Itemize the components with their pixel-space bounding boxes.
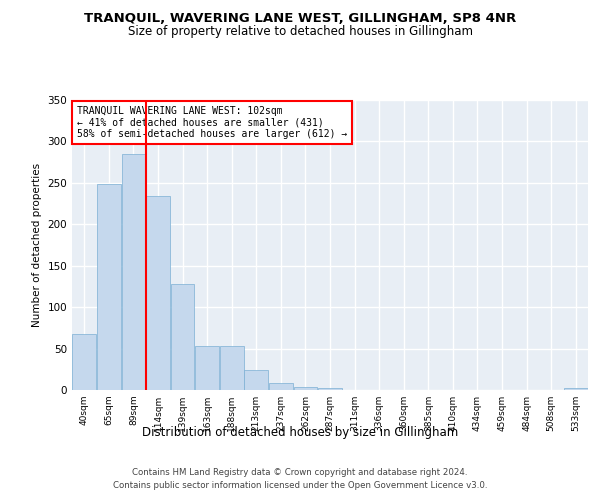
Bar [293,386,317,390]
Text: Distribution of detached houses by size in Gillingham: Distribution of detached houses by size … [142,426,458,439]
Bar [318,388,342,390]
Text: Contains public sector information licensed under the Open Government Licence v3: Contains public sector information licen… [113,480,487,490]
Bar [244,370,268,390]
Bar [122,154,145,390]
Bar [220,346,244,390]
Bar [269,384,293,390]
Bar [97,184,121,390]
Bar [170,284,194,390]
Text: Size of property relative to detached houses in Gillingham: Size of property relative to detached ho… [128,25,473,38]
Y-axis label: Number of detached properties: Number of detached properties [32,163,42,327]
Text: TRANQUIL WAVERING LANE WEST: 102sqm
← 41% of detached houses are smaller (431)
5: TRANQUIL WAVERING LANE WEST: 102sqm ← 41… [77,106,347,139]
Bar [195,346,219,390]
Bar [146,196,170,390]
Bar [73,334,96,390]
Text: TRANQUIL, WAVERING LANE WEST, GILLINGHAM, SP8 4NR: TRANQUIL, WAVERING LANE WEST, GILLINGHAM… [84,12,516,26]
Text: Contains HM Land Registry data © Crown copyright and database right 2024.: Contains HM Land Registry data © Crown c… [132,468,468,477]
Bar [564,388,587,390]
